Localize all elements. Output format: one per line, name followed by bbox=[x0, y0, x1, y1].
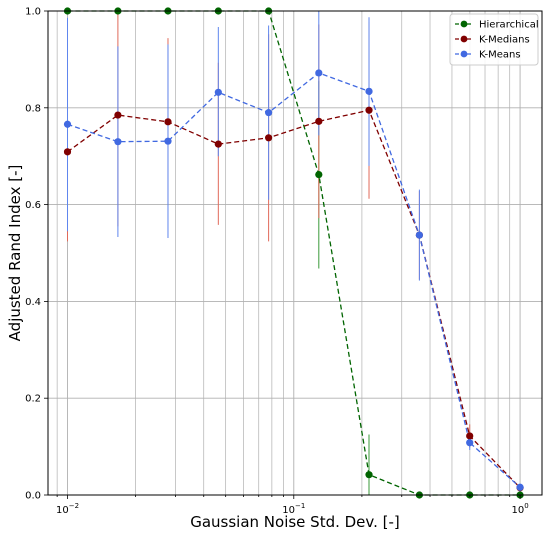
k-medians-series-line bbox=[67, 109, 521, 489]
y-tick-label: 0.0 bbox=[25, 491, 41, 502]
axis-ticks: 0.0 0.2 0.4 0.6 0.8 1.0 10−2 10−1 100 bbox=[25, 7, 529, 517]
k-means-data-point bbox=[315, 69, 323, 77]
k-means-data-point bbox=[214, 88, 222, 96]
k-medians-data-point bbox=[365, 106, 373, 114]
legend-box bbox=[449, 13, 539, 66]
k-medians-data-point bbox=[265, 134, 273, 142]
k-means-data-point bbox=[114, 138, 122, 146]
x-tick-label: 10−2 bbox=[56, 502, 79, 516]
k-medians-data-point bbox=[114, 111, 122, 119]
legend: Hierarchical K-Medians K-Means bbox=[449, 13, 539, 66]
k-medians-data-point bbox=[63, 148, 72, 156]
legend-marker-hierarchical bbox=[460, 20, 468, 28]
legend-marker-k-means bbox=[460, 50, 468, 58]
y-tick-label: 0.4 bbox=[25, 297, 41, 308]
x-tick-label: 100 bbox=[511, 502, 528, 516]
k-means-data-point bbox=[63, 120, 72, 128]
legend-label-k-medians: K-Medians bbox=[479, 35, 530, 46]
x-tick-label: 10−1 bbox=[282, 502, 305, 516]
k-medians-data-point bbox=[214, 140, 222, 148]
y-axis-label: Adjusted Rand Index [-] bbox=[6, 165, 24, 342]
hierarchical-data-point bbox=[315, 170, 323, 179]
y-tick-label: 0.2 bbox=[25, 394, 41, 405]
k-means-data-point bbox=[415, 231, 423, 239]
k-medians-data-point bbox=[164, 118, 172, 126]
legend-label-hierarchical: Hierarchical bbox=[479, 20, 539, 31]
y-tick-label: 0.6 bbox=[25, 200, 41, 211]
k-means-data-point bbox=[265, 109, 273, 117]
legend-marker-k-medians bbox=[460, 35, 468, 43]
k-means-data-point bbox=[365, 87, 373, 95]
y-tick-label: 0.8 bbox=[25, 103, 41, 114]
plot-frame bbox=[47, 10, 543, 496]
legend-label-k-means: K-Means bbox=[479, 50, 521, 61]
series-markers bbox=[63, 7, 524, 499]
k-medians-data-point bbox=[315, 117, 323, 125]
y-tick-label: 1.0 bbox=[25, 7, 41, 18]
plot-background bbox=[48, 11, 542, 495]
x-axis-label: Gaussian Noise Std. Dev. [-] bbox=[190, 513, 400, 531]
k-means-data-point bbox=[466, 439, 474, 447]
k-means-series-line bbox=[67, 72, 521, 488]
k-medians-data-point bbox=[466, 432, 474, 440]
k-means-data-point bbox=[164, 137, 172, 145]
k-means-data-point bbox=[516, 483, 524, 491]
hierarchical-data-point bbox=[365, 471, 373, 479]
